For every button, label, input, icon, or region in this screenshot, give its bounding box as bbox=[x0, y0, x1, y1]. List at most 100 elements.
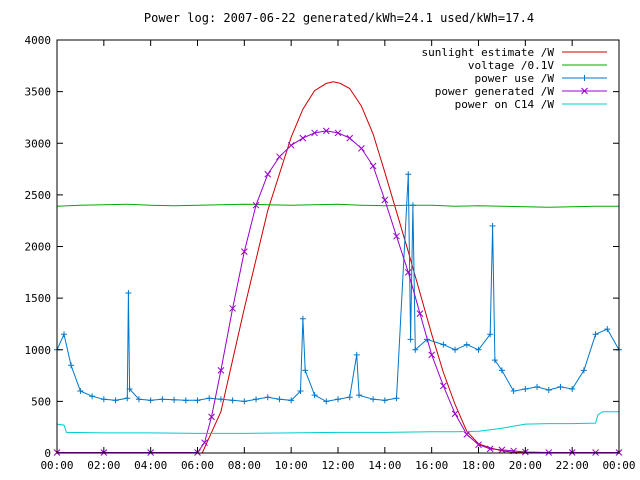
data-point-cross bbox=[369, 162, 377, 170]
legend-label: power on C14 /W bbox=[455, 98, 555, 111]
data-point-plus bbox=[510, 388, 517, 395]
data-point-plus bbox=[89, 393, 96, 400]
data-point-cross bbox=[581, 87, 588, 95]
data-point-plus bbox=[569, 385, 576, 392]
data-point-plus bbox=[276, 396, 283, 403]
data-point-cross bbox=[451, 410, 459, 418]
data-point-plus bbox=[545, 387, 552, 394]
data-point-plus bbox=[581, 75, 588, 81]
data-point-plus bbox=[126, 385, 133, 392]
data-point-cross bbox=[545, 449, 553, 456]
data-point-plus bbox=[370, 396, 377, 403]
data-point-plus bbox=[522, 385, 529, 392]
data-point-plus bbox=[206, 395, 213, 402]
data-point-plus bbox=[393, 395, 400, 402]
data-point-cross bbox=[416, 310, 424, 317]
data-point-cross bbox=[276, 153, 283, 161]
data-point-cross bbox=[264, 170, 272, 178]
series-group bbox=[201, 81, 533, 454]
data-point-plus bbox=[182, 397, 189, 404]
data-point-cross bbox=[381, 196, 389, 204]
data-point-cross bbox=[463, 431, 471, 438]
series-line bbox=[56, 203, 619, 208]
legend-label: power generated /W bbox=[435, 85, 555, 98]
data-point-plus bbox=[475, 346, 482, 353]
data-point-cross bbox=[346, 134, 354, 142]
data-point-plus bbox=[452, 346, 459, 353]
y-tick-label: 2000 bbox=[25, 241, 52, 254]
chart-title: Power log: 2007-06-22 generated/kWh=24.1… bbox=[144, 11, 534, 25]
data-point-cross bbox=[404, 268, 412, 276]
data-point-plus bbox=[491, 357, 498, 364]
data-point-plus bbox=[463, 341, 470, 348]
data-point-cross bbox=[287, 141, 295, 149]
data-point-plus bbox=[407, 336, 414, 343]
data-point-plus bbox=[381, 397, 388, 404]
series-line bbox=[201, 81, 533, 454]
data-point-plus bbox=[241, 398, 248, 405]
data-point-plus bbox=[194, 397, 201, 404]
data-point-cross bbox=[201, 439, 208, 447]
data-point-plus bbox=[335, 396, 341, 403]
axis-layer: 0 500 1000 1500 2000 2500 3000 3500 4000 00:00 02:… bbox=[25, 34, 636, 472]
data-point-plus bbox=[124, 395, 131, 402]
data-point-plus bbox=[264, 394, 271, 401]
series-group bbox=[54, 171, 622, 405]
series-line bbox=[56, 411, 619, 434]
data-point-plus bbox=[288, 397, 295, 404]
data-point-cross bbox=[486, 445, 494, 453]
y-tick-label: 3500 bbox=[25, 86, 52, 99]
x-tick-label: 08:00 bbox=[228, 459, 261, 472]
data-point-cross bbox=[428, 351, 436, 359]
data-point-cross bbox=[240, 248, 248, 256]
data-point-plus bbox=[297, 388, 304, 395]
data-point-plus bbox=[346, 394, 353, 401]
y-tick-label: 1500 bbox=[25, 292, 52, 305]
data-point-plus bbox=[323, 398, 330, 405]
data-point-plus bbox=[159, 396, 166, 403]
legend-label: power use /W bbox=[475, 72, 555, 85]
data-point-cross bbox=[252, 201, 260, 209]
data-point-plus bbox=[356, 392, 363, 399]
x-tick-label: 10:00 bbox=[275, 459, 308, 472]
data-point-plus bbox=[77, 388, 84, 395]
legend-label: sunlight estimate /W bbox=[422, 46, 555, 59]
data-point-cross bbox=[208, 413, 215, 421]
series-group bbox=[56, 203, 619, 208]
data-point-plus bbox=[229, 397, 236, 404]
data-point-plus bbox=[534, 383, 541, 390]
y-tick-label: 500 bbox=[31, 395, 51, 408]
data-point-cross bbox=[393, 232, 400, 240]
data-point-cross bbox=[475, 441, 482, 449]
data-point-plus bbox=[299, 315, 306, 322]
series-line bbox=[56, 174, 620, 402]
data-point-plus bbox=[557, 383, 564, 390]
x-tick-label: 18:00 bbox=[462, 459, 495, 472]
data-point-plus bbox=[409, 202, 416, 209]
data-point-plus bbox=[412, 346, 419, 353]
x-tick-label: 00:00 bbox=[602, 459, 635, 472]
data-point-plus bbox=[604, 326, 611, 333]
series-line bbox=[57, 130, 619, 453]
data-point-plus bbox=[125, 289, 132, 296]
series-layer bbox=[53, 81, 623, 456]
legend-label: voltage /0.1V bbox=[468, 59, 554, 72]
series-group bbox=[56, 411, 619, 434]
data-point-plus bbox=[489, 222, 496, 229]
data-point-plus bbox=[100, 396, 107, 403]
data-point-plus bbox=[440, 341, 447, 348]
data-point-cross bbox=[592, 449, 599, 456]
data-point-plus bbox=[61, 331, 68, 338]
data-point-plus bbox=[217, 396, 224, 403]
data-point-cross bbox=[498, 446, 506, 454]
data-point-plus bbox=[112, 397, 119, 404]
data-point-plus bbox=[487, 331, 494, 338]
y-tick-label: 2500 bbox=[25, 189, 52, 202]
x-tick-label: 06:00 bbox=[181, 459, 214, 472]
data-point-cross bbox=[217, 367, 225, 374]
data-point-plus bbox=[311, 392, 318, 399]
data-point-cross bbox=[440, 382, 447, 390]
x-tick-label: 16:00 bbox=[415, 459, 448, 472]
data-point-plus bbox=[171, 396, 178, 403]
